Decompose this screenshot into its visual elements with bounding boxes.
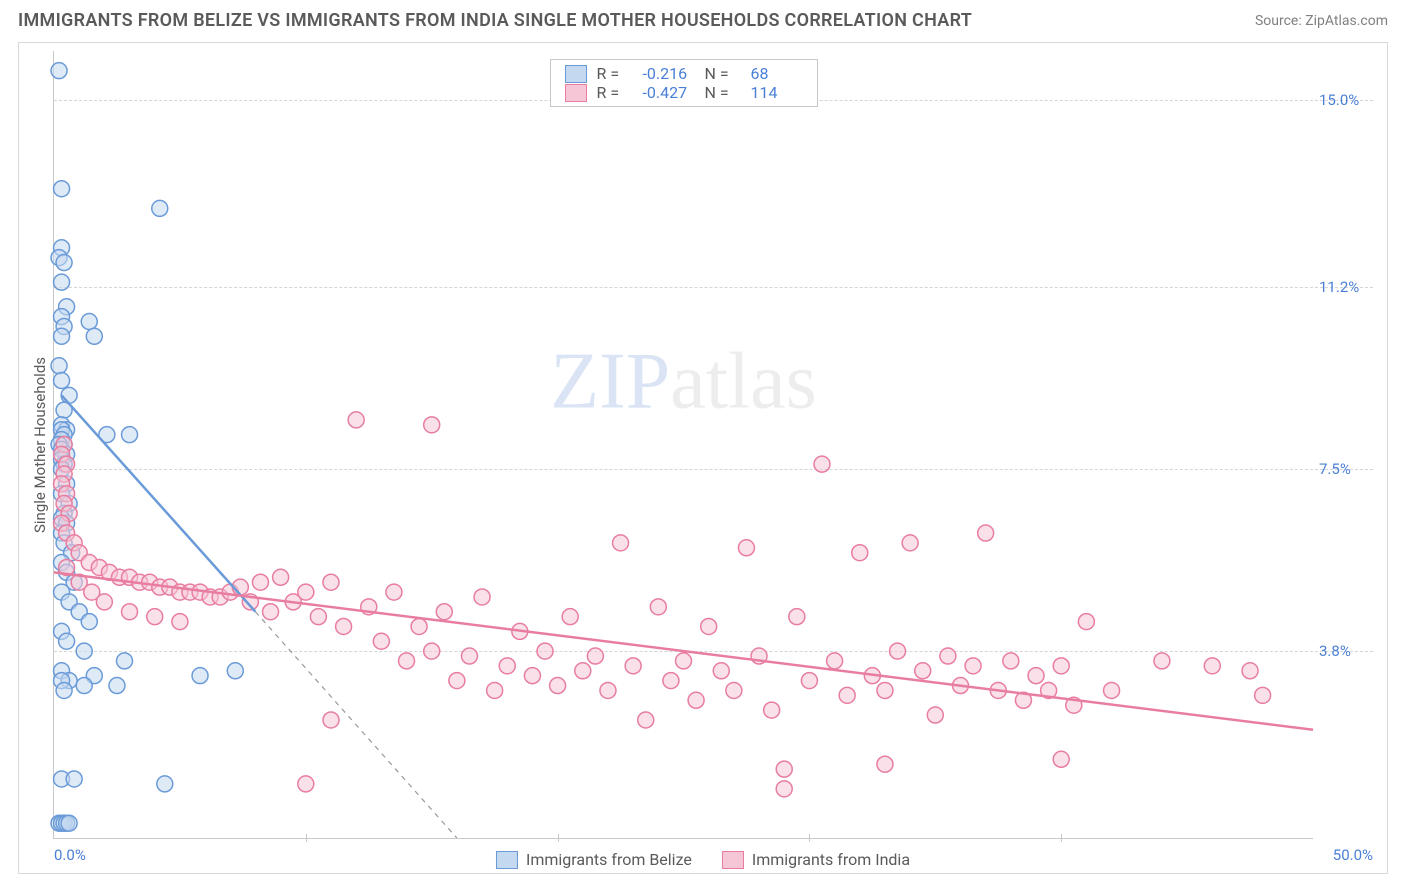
stats-row-india: R = -0.427 N = 114 xyxy=(565,83,803,102)
x-axis-max-label: 50.0% xyxy=(1333,846,1373,864)
stat-r-label: R = xyxy=(597,64,633,83)
bottom-legend: Immigrants from Belize Immigrants from I… xyxy=(496,850,910,869)
scatter-plot xyxy=(54,51,1313,838)
stat-r-india: -0.427 xyxy=(643,83,695,102)
swatch-belize xyxy=(496,851,518,869)
swatch-belize xyxy=(565,65,587,83)
stat-r-label: R = xyxy=(597,83,633,102)
stat-n-label: N = xyxy=(705,83,741,102)
stats-row-belize: R = -0.216 N = 68 xyxy=(565,64,803,83)
stat-n-belize: 68 xyxy=(751,64,803,83)
y-tick-label: 3.8% xyxy=(1319,642,1377,660)
stat-r-belize: -0.216 xyxy=(643,64,695,83)
y-tick-label: 11.2% xyxy=(1319,278,1377,296)
swatch-india xyxy=(565,84,587,102)
chart-container: Single Mother Households ZIPatlas 3.8%7.… xyxy=(18,42,1388,874)
stat-n-label: N = xyxy=(705,64,741,83)
x-axis-min-label: 0.0% xyxy=(54,846,86,864)
y-tick-label: 15.0% xyxy=(1319,91,1377,109)
plot-area: Single Mother Households ZIPatlas 3.8%7.… xyxy=(53,51,1313,839)
source-attribution: Source: ZipAtlas.com xyxy=(1255,13,1388,29)
chart-title: IMMIGRANTS FROM BELIZE VS IMMIGRANTS FRO… xyxy=(18,10,972,31)
legend-item-india: Immigrants from India xyxy=(722,850,910,869)
legend-item-belize: Immigrants from Belize xyxy=(496,850,692,869)
y-tick-label: 7.5% xyxy=(1319,460,1377,478)
legend-label-india: Immigrants from India xyxy=(752,850,910,869)
stat-n-india: 114 xyxy=(751,83,803,102)
legend-label-belize: Immigrants from Belize xyxy=(526,850,692,869)
y-axis-title: Single Mother Households xyxy=(31,356,49,532)
swatch-india xyxy=(722,851,744,869)
stats-legend-box: R = -0.216 N = 68 R = -0.427 N = 114 xyxy=(550,59,818,107)
